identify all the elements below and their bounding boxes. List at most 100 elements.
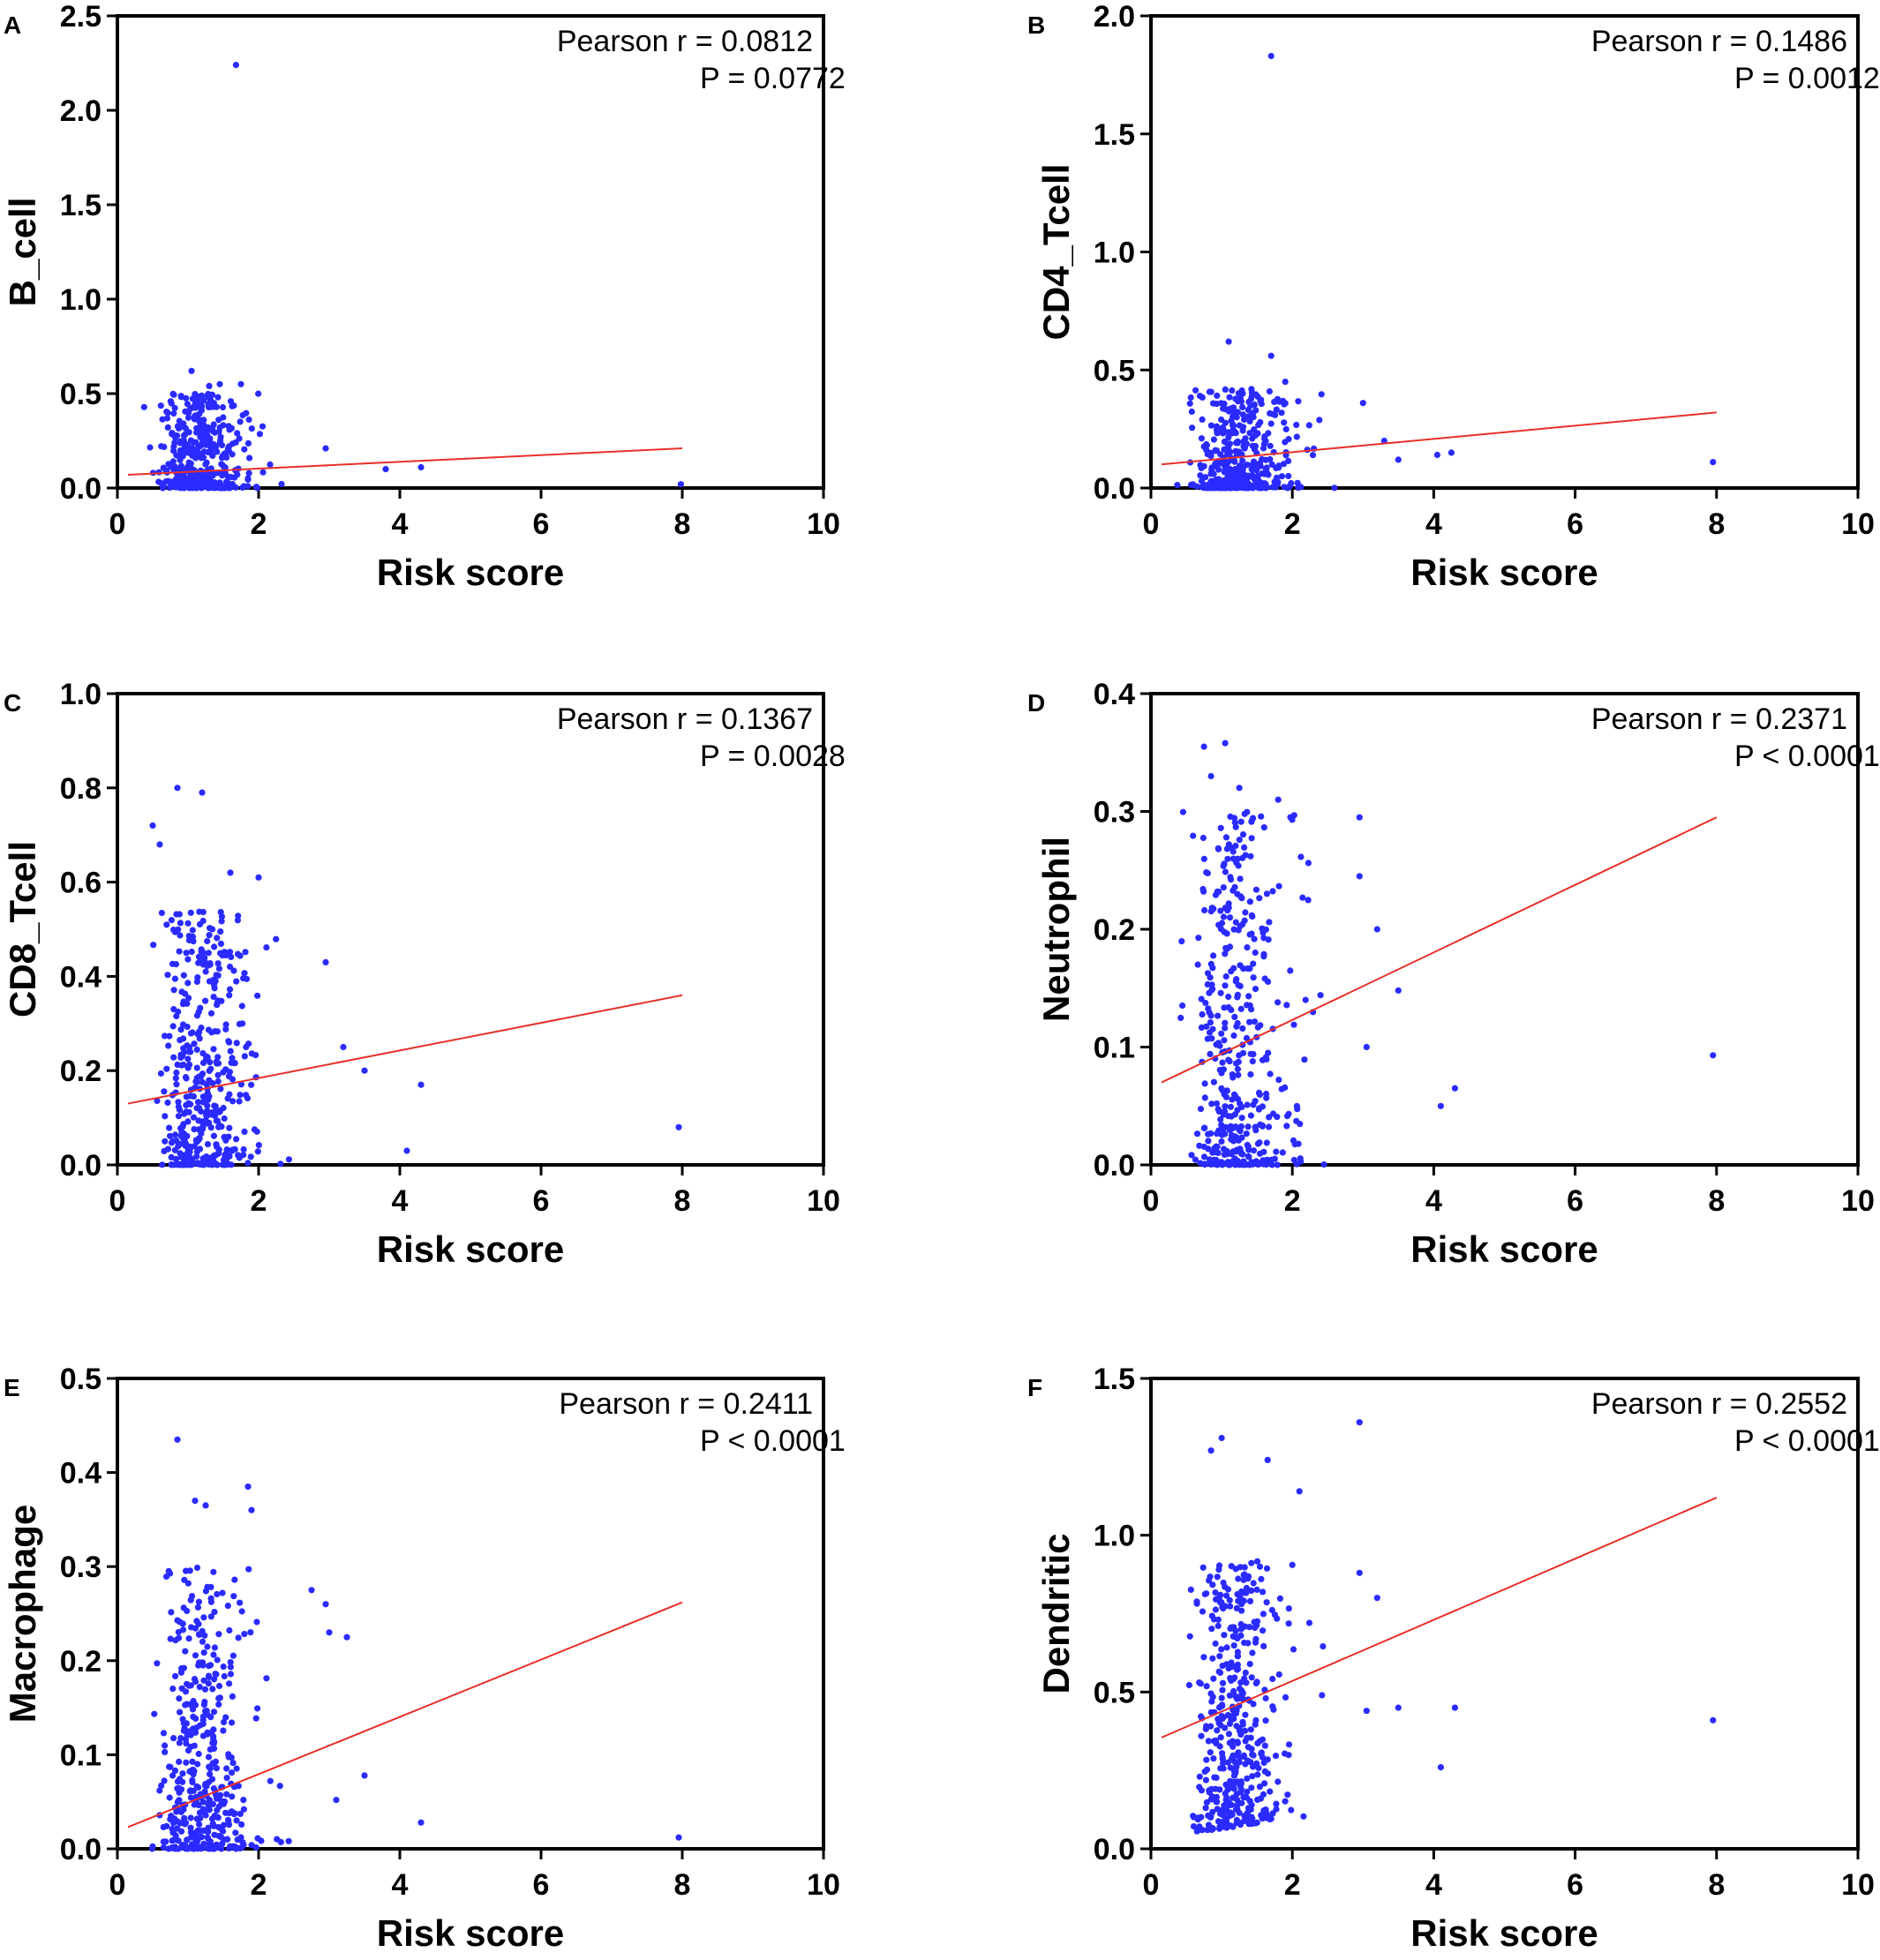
scatter-point — [214, 960, 222, 967]
scatter-point — [196, 1684, 203, 1691]
scatter-point — [223, 1775, 230, 1782]
scatter-point — [227, 1671, 235, 1678]
scatter-point — [233, 978, 240, 985]
scatter-point — [211, 943, 218, 950]
scatter-point — [184, 1701, 191, 1708]
scatter-point — [214, 1071, 222, 1078]
scatter-point — [1248, 1587, 1255, 1594]
x-tick-label: 4 — [1425, 1868, 1442, 1902]
scatter-point — [252, 1844, 259, 1851]
y-tick-label: 2.5 — [60, 0, 102, 34]
scatter-point — [1284, 1791, 1291, 1799]
scatter-point — [1217, 989, 1224, 996]
scatter-point — [1233, 1816, 1240, 1823]
y-tick-label: 0.5 — [1094, 354, 1135, 387]
scatter-point — [231, 1843, 238, 1850]
scatter-point — [176, 948, 183, 955]
scatter-point — [1433, 451, 1440, 459]
scatter-point — [176, 1618, 183, 1626]
scatter-point — [1240, 1597, 1247, 1604]
scatter-point — [1177, 1014, 1184, 1021]
scatter-point — [176, 417, 183, 424]
scatter-point — [219, 484, 226, 492]
scatter-point — [1211, 1774, 1218, 1781]
scatter-point — [166, 1794, 173, 1801]
scatter-point — [1260, 445, 1267, 452]
scatter-point — [1234, 1652, 1241, 1660]
scatter-point — [1220, 1108, 1227, 1115]
scatter-point — [185, 936, 192, 944]
scatter-point — [1190, 832, 1197, 839]
scatter-point — [176, 1758, 183, 1765]
scatter-point — [1212, 1606, 1219, 1613]
scatter-point — [1214, 1012, 1222, 1019]
scatter-point — [1274, 395, 1282, 402]
scatter-point — [210, 1132, 217, 1139]
scatter-point — [203, 459, 210, 466]
scatter-point — [1200, 1124, 1207, 1131]
x-tick-label: 10 — [807, 1868, 840, 1902]
scatter-point — [155, 469, 162, 476]
scatter-point — [1236, 1591, 1243, 1598]
scatter-point — [1218, 1085, 1225, 1092]
scatter-point — [1238, 1115, 1245, 1122]
scatter-point — [219, 403, 227, 411]
scatter-point — [1216, 1653, 1223, 1660]
scatter-point — [207, 1160, 214, 1167]
scatter-point — [1240, 1572, 1247, 1579]
scatter-point — [1239, 1025, 1246, 1032]
scatter-point — [215, 965, 222, 972]
scatter-point — [176, 1739, 183, 1746]
scatter-point — [157, 1070, 164, 1078]
scatter-point — [1187, 481, 1195, 489]
scatter-point — [1252, 391, 1260, 398]
y-tick-label: 0.0 — [1094, 1149, 1135, 1183]
x-tick-label: 10 — [1841, 507, 1875, 541]
scatter-point — [181, 1814, 188, 1821]
scatter-point — [166, 1124, 173, 1131]
scatter-point — [1204, 450, 1211, 458]
scatter-point — [1230, 1687, 1237, 1694]
scatter-point — [199, 1093, 207, 1100]
scatter-point — [1218, 1646, 1225, 1653]
scatter-point — [1233, 1723, 1240, 1730]
scatter-point — [1282, 1084, 1289, 1091]
scatter-point — [1268, 461, 1275, 469]
scatter-point — [1285, 1741, 1293, 1748]
scatter-point — [160, 1823, 167, 1830]
scatter-point — [190, 1725, 197, 1732]
scatter-point — [675, 1123, 682, 1130]
scatter-point — [1260, 484, 1267, 492]
scatter-point — [1199, 1827, 1206, 1834]
x-tick-label: 2 — [251, 507, 267, 541]
scatter-point — [1356, 1419, 1363, 1426]
scatter-point — [1222, 740, 1229, 747]
scatter-point — [1234, 1065, 1241, 1073]
scatter-point — [1243, 1130, 1250, 1138]
scatter-point — [211, 1676, 218, 1683]
x-tick-label: 0 — [109, 1868, 126, 1902]
x-tick-label: 6 — [1567, 1868, 1583, 1902]
scatter-point — [1217, 824, 1224, 831]
scatter-point — [217, 437, 224, 444]
scatter-point — [151, 1710, 158, 1717]
panel-letter: E — [4, 1374, 20, 1401]
scatter-point — [1216, 1743, 1223, 1750]
scatter-point — [1244, 1788, 1251, 1795]
scatter-point — [278, 480, 285, 488]
scatter-point — [1238, 1607, 1245, 1614]
scatter-point — [255, 390, 262, 397]
panel-E: E 0 2 4 6 8 10 0.0 0.1 0.2 0.3 0.4 0.5 Risk score Macr… — [2, 1363, 846, 1954]
scatter-point — [1251, 426, 1258, 433]
scatter-point — [1218, 1694, 1225, 1701]
scatter-point — [192, 1078, 199, 1085]
scatter-point — [1222, 972, 1230, 980]
scatter-point — [1252, 1098, 1259, 1105]
scatter-point — [1282, 1798, 1289, 1805]
y-axis-title: Macrophage — [2, 1505, 43, 1723]
scatter-point — [1201, 906, 1208, 914]
scatter-point — [1213, 1143, 1220, 1150]
scatter-point — [216, 424, 223, 432]
scatter-point — [1230, 848, 1237, 855]
scatter-point — [199, 1638, 207, 1645]
